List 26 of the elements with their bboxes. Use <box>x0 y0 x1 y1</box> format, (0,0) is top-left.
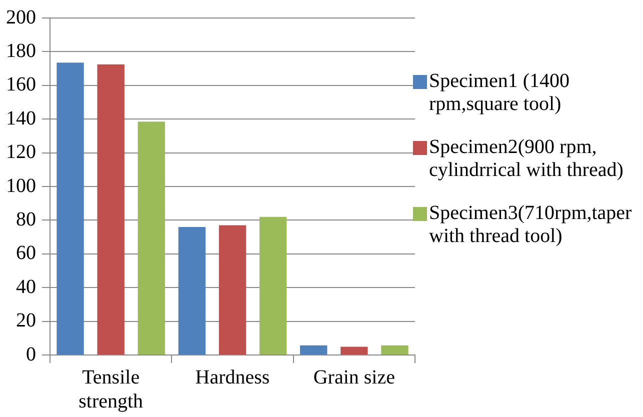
x-tick-label: Tensile strength <box>78 366 144 412</box>
bar <box>259 216 287 354</box>
legend-label: Specimen2(900 rpm, cylindrrical with thread) <box>429 136 624 182</box>
x-tick-label: Hardness <box>195 366 270 388</box>
legend-label: Specimen3(710rpm,taper with thread tool) <box>429 202 633 248</box>
bar <box>381 345 408 354</box>
bar <box>138 122 165 354</box>
bar <box>56 62 84 354</box>
bar <box>300 345 328 354</box>
y-tick-label: 140 <box>6 107 36 130</box>
y-tick-label: 100 <box>6 174 36 197</box>
bar <box>218 225 246 354</box>
bar <box>340 346 368 354</box>
y-tick-label: 120 <box>6 141 36 164</box>
y-tick-label: 160 <box>6 74 36 96</box>
bar <box>97 64 124 354</box>
y-tick-label: 20 <box>16 310 36 332</box>
y-tick-label: 200 <box>6 6 36 28</box>
y-tick-label: 80 <box>16 208 36 230</box>
y-tick-label: 60 <box>16 242 36 264</box>
y-tick-label: 180 <box>6 40 36 62</box>
y-tick-label: 0 <box>26 343 36 366</box>
y-tick-label: 40 <box>16 276 36 298</box>
legend-label: Specimen1 (1400 rpm,square tool) <box>429 70 571 116</box>
bar <box>178 226 206 354</box>
x-tick-label: Grain size <box>313 366 396 388</box>
